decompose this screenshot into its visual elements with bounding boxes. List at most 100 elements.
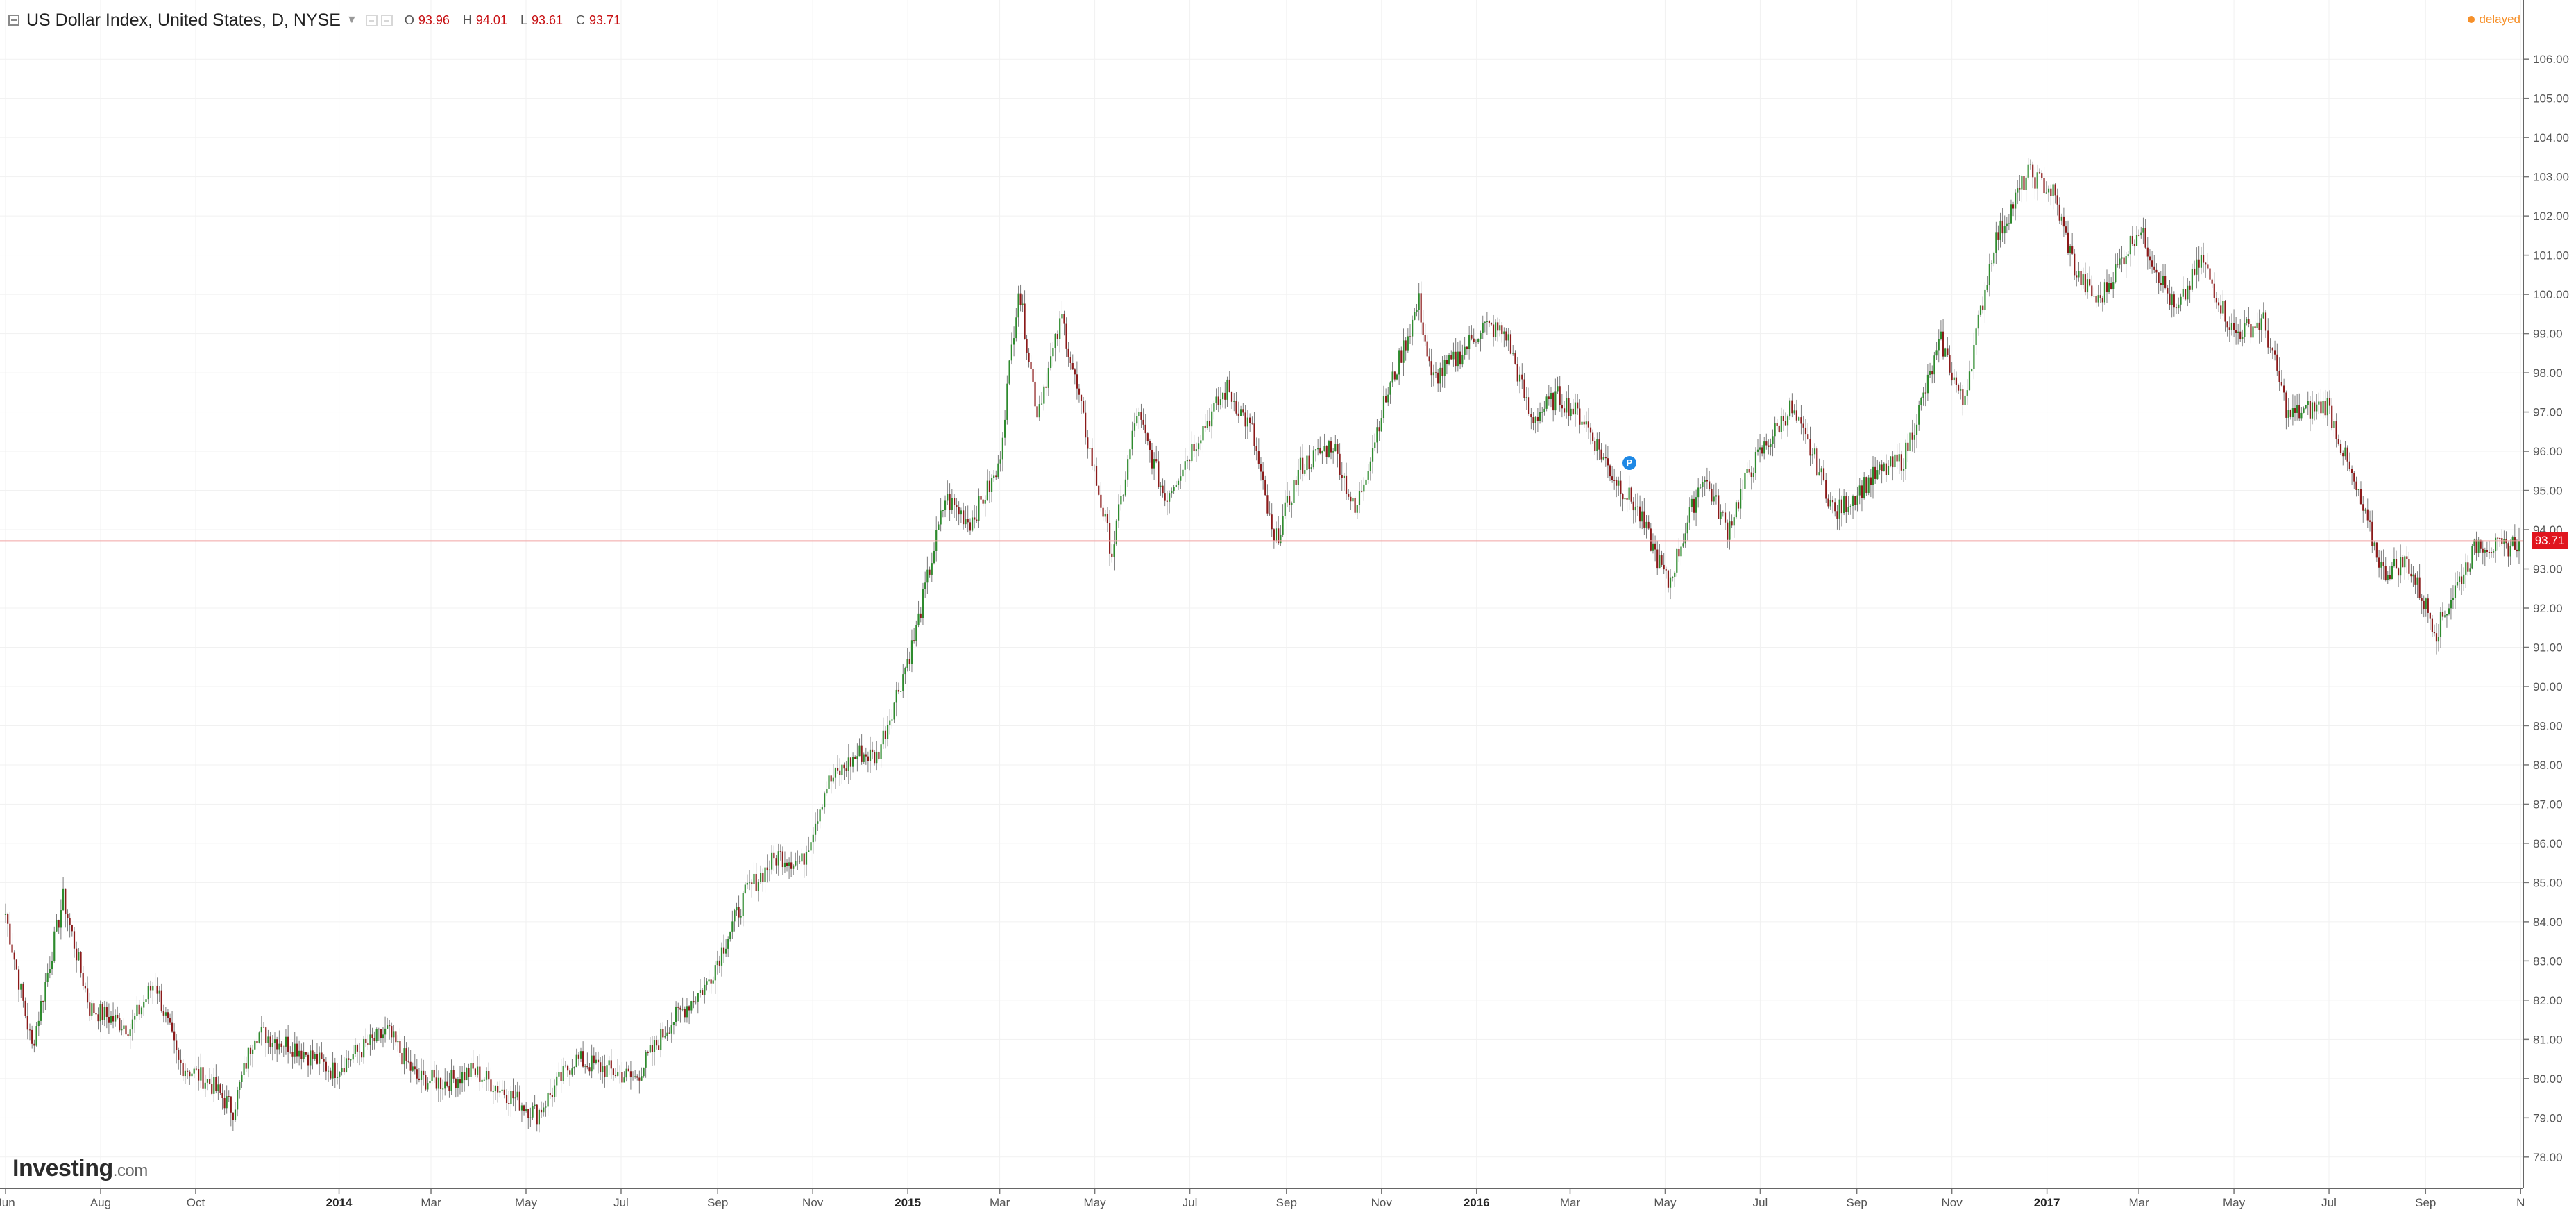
candle-up <box>1883 463 1885 472</box>
candle-down <box>523 1105 525 1111</box>
candle-up <box>1343 475 1345 478</box>
candle-down <box>505 1095 508 1103</box>
candle-down <box>2110 283 2112 289</box>
candle-up <box>832 777 834 782</box>
candle-up <box>2187 285 2189 300</box>
open-key: O <box>404 12 414 27</box>
candle-down <box>1422 322 1424 335</box>
candle-down <box>1490 323 1493 325</box>
candle-down <box>2117 264 2119 265</box>
collapse-icon[interactable] <box>8 15 19 26</box>
candle-down <box>356 1045 359 1052</box>
candle-up <box>2448 608 2450 614</box>
candle-up <box>1448 355 1450 364</box>
candle-down <box>1228 379 1230 392</box>
candle-down <box>867 756 869 761</box>
candle-down <box>610 1060 612 1069</box>
candle-down <box>173 1031 176 1041</box>
candle-down <box>2337 439 2339 444</box>
candle-down <box>2273 350 2276 355</box>
candle-down <box>949 494 951 510</box>
candle-up <box>2446 614 2448 616</box>
candle-down <box>167 1012 169 1018</box>
symbol-title[interactable]: US Dollar Index, United States, D, NYSE <box>26 10 341 30</box>
candle-up <box>1720 512 1722 519</box>
candle-up <box>538 1109 540 1125</box>
candle-up <box>1414 312 1416 320</box>
candle-up <box>1680 546 1682 557</box>
candle-down <box>80 952 82 973</box>
candle-down <box>803 853 805 865</box>
candle-up <box>1284 502 1286 516</box>
candle-up <box>1715 495 1718 497</box>
candle-up <box>940 510 942 525</box>
candle-down <box>401 1052 403 1065</box>
settings-icon[interactable] <box>380 14 393 26</box>
candle-down <box>1840 499 1843 514</box>
candle-down <box>316 1054 319 1064</box>
low-key: L <box>520 12 527 27</box>
candle-up <box>494 1086 497 1092</box>
candle-down <box>2339 444 2342 453</box>
candle-down <box>1217 396 1219 405</box>
candle-down <box>178 1050 180 1060</box>
candle-down <box>560 1072 562 1081</box>
candle-up <box>1634 506 1636 511</box>
candle-up <box>1763 441 1765 454</box>
minimize-icon[interactable] <box>365 14 378 26</box>
candle-down <box>929 569 931 575</box>
chart-legend: US Dollar Index, United States, D, NYSE … <box>8 8 630 32</box>
candle-down <box>1273 529 1275 541</box>
event-marker[interactable]: P <box>1622 456 1636 470</box>
candle-up <box>895 689 897 703</box>
candle-down <box>1931 371 1933 375</box>
candle-down <box>189 1071 191 1077</box>
candle-down <box>1102 507 1104 517</box>
candle-down <box>582 1051 584 1067</box>
x-tick-label: Sep <box>2415 1196 2436 1209</box>
candle-up <box>1374 442 1376 448</box>
candle-down <box>2175 307 2178 309</box>
candle-up <box>1909 432 1911 451</box>
candle-up <box>1171 491 1173 494</box>
candle-up <box>821 807 823 810</box>
candle-down <box>958 507 960 515</box>
candle-up <box>516 1091 518 1098</box>
candle-down <box>1804 427 1807 435</box>
candle-up <box>882 730 884 745</box>
candle-up <box>675 1006 677 1022</box>
candle-down <box>1521 374 1523 380</box>
candle-up <box>1226 379 1228 400</box>
candle-up <box>1115 520 1117 545</box>
chevron-down-icon[interactable]: ▼ <box>346 14 357 26</box>
candle-down <box>380 1029 382 1038</box>
x-tick-label: Sep <box>1847 1196 1867 1209</box>
candle-down <box>22 983 24 1001</box>
candle-down <box>2012 204 2015 209</box>
candle-up <box>2129 235 2131 255</box>
candle-up <box>986 480 988 500</box>
candle-up <box>164 1012 167 1016</box>
candle-up <box>532 1106 534 1118</box>
candle-down <box>433 1070 435 1078</box>
candle-up <box>2103 282 2106 303</box>
candle-up <box>298 1050 300 1057</box>
candle-up <box>1022 303 1024 305</box>
candle-down <box>762 873 764 882</box>
candle-down <box>1957 385 1960 391</box>
candle-down <box>405 1048 407 1061</box>
candle-up <box>1902 469 1905 471</box>
candle-up <box>686 1006 688 1018</box>
candle-up <box>131 1019 134 1030</box>
candle-down <box>1800 417 1802 424</box>
candle-down <box>1257 451 1260 464</box>
candle-down <box>452 1070 455 1079</box>
candle-down <box>488 1071 490 1080</box>
candle-down <box>2309 401 2311 419</box>
candle-down <box>1776 423 1778 426</box>
candle-down <box>2248 319 2250 324</box>
candle-down <box>312 1050 314 1059</box>
candle-up <box>40 1000 42 1021</box>
